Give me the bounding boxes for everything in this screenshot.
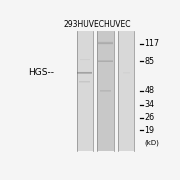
Text: (kD): (kD) [145, 140, 159, 146]
Bar [98, 31, 114, 151]
Bar [76, 31, 93, 151]
Text: 26: 26 [145, 113, 155, 122]
Text: 293HUVECHUVEC: 293HUVECHUVEC [63, 20, 131, 29]
Bar [118, 31, 134, 151]
Text: 48: 48 [145, 86, 155, 95]
Text: HGS--: HGS-- [28, 68, 54, 77]
Text: 34: 34 [145, 100, 155, 109]
Text: 117: 117 [145, 39, 160, 48]
Text: 85: 85 [145, 57, 155, 66]
Text: 19: 19 [145, 126, 155, 135]
